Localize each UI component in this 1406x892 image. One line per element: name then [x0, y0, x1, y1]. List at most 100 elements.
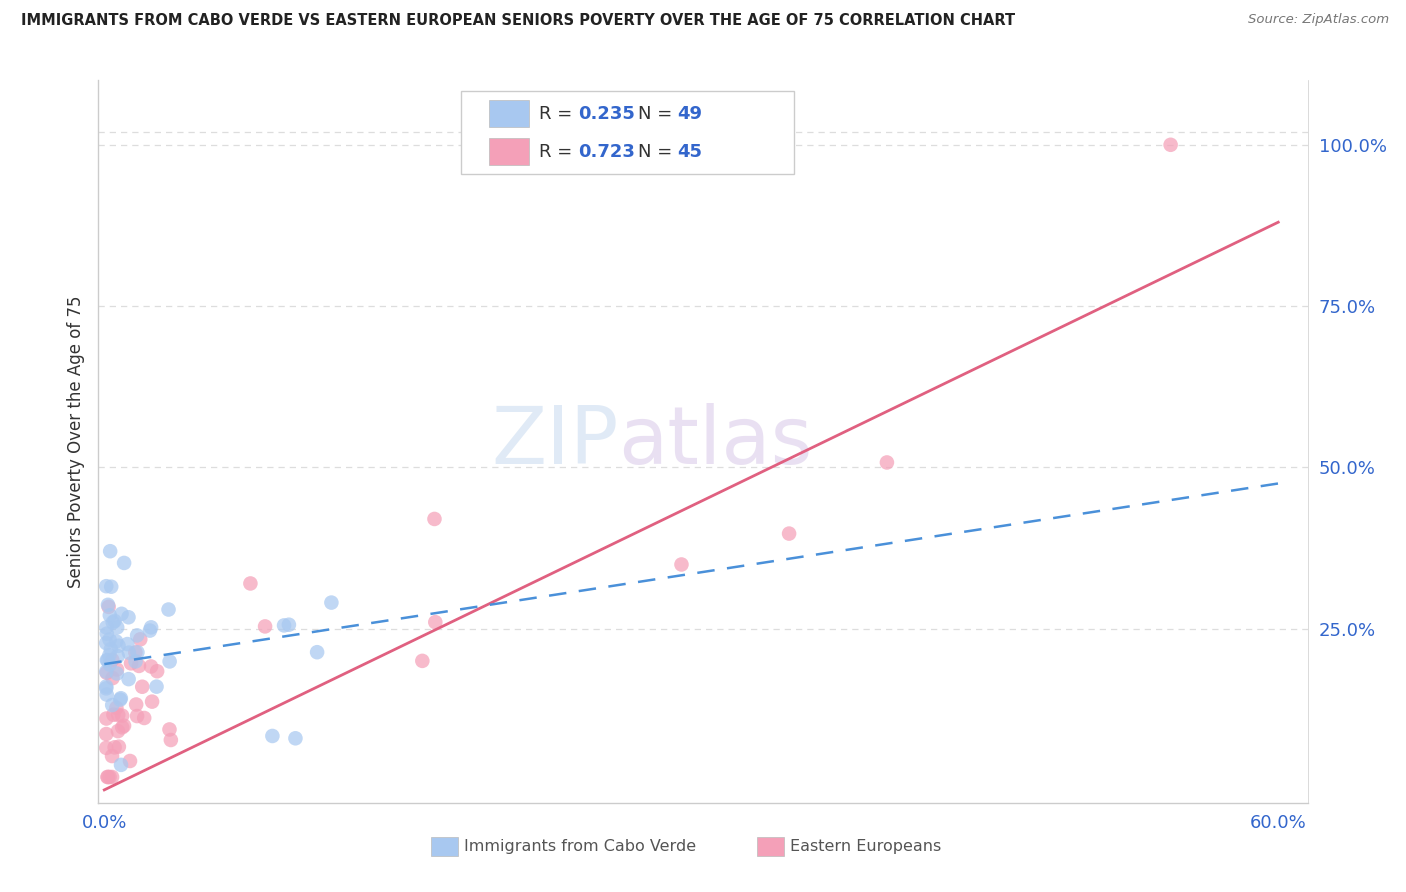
- Point: [108, 692, 131, 706]
- Point: [104, 740, 127, 755]
- Point: [254, 619, 277, 633]
- Point: [96, 681, 118, 696]
- Text: Eastern Europeans: Eastern Europeans: [790, 838, 941, 854]
- Point: [160, 733, 183, 747]
- Point: [1160, 137, 1182, 152]
- Point: [107, 707, 129, 722]
- Point: [97, 598, 120, 612]
- Point: [120, 657, 142, 671]
- Point: [100, 580, 122, 594]
- Point: [107, 724, 129, 739]
- Text: 49: 49: [678, 104, 703, 123]
- Point: [146, 665, 169, 679]
- Point: [101, 749, 124, 764]
- Point: [118, 754, 141, 768]
- Point: [110, 757, 132, 772]
- Point: [96, 740, 118, 755]
- Point: [110, 607, 132, 621]
- Point: [157, 602, 180, 616]
- Point: [111, 708, 134, 723]
- Point: [134, 711, 156, 725]
- Point: [98, 544, 121, 558]
- Text: Source: ZipAtlas.com: Source: ZipAtlas.com: [1249, 13, 1389, 27]
- Point: [145, 680, 167, 694]
- Point: [101, 671, 124, 685]
- FancyBboxPatch shape: [432, 837, 457, 855]
- Point: [124, 654, 146, 668]
- Text: 0.723: 0.723: [578, 143, 636, 161]
- Point: [117, 672, 139, 686]
- Point: [105, 662, 128, 676]
- Point: [98, 770, 121, 784]
- Point: [98, 648, 121, 663]
- Text: 0.235: 0.235: [578, 104, 636, 123]
- Point: [105, 634, 128, 648]
- Point: [277, 617, 299, 632]
- Point: [159, 723, 181, 737]
- Point: [96, 665, 118, 679]
- Point: [97, 653, 120, 667]
- Text: R =: R =: [538, 143, 578, 161]
- Point: [98, 608, 121, 623]
- Point: [425, 615, 447, 630]
- Point: [141, 695, 163, 709]
- Point: [101, 698, 124, 712]
- Point: [96, 665, 118, 680]
- Point: [423, 512, 446, 526]
- Point: [128, 659, 150, 673]
- Point: [105, 620, 128, 634]
- Point: [127, 628, 149, 642]
- Point: [101, 770, 124, 784]
- Point: [96, 636, 118, 650]
- Text: Immigrants from Cabo Verde: Immigrants from Cabo Verde: [464, 838, 696, 854]
- Point: [104, 614, 127, 628]
- Point: [108, 739, 131, 754]
- Point: [159, 655, 181, 669]
- Point: [124, 645, 146, 659]
- Point: [117, 610, 139, 624]
- Point: [129, 632, 152, 647]
- Point: [411, 654, 433, 668]
- Point: [96, 727, 118, 741]
- Point: [107, 649, 129, 664]
- Point: [131, 680, 153, 694]
- Point: [118, 646, 141, 660]
- Point: [125, 698, 148, 712]
- Text: IMMIGRANTS FROM CABO VERDE VS EASTERN EUROPEAN SENIORS POVERTY OVER THE AGE OF 7: IMMIGRANTS FROM CABO VERDE VS EASTERN EU…: [21, 13, 1015, 29]
- FancyBboxPatch shape: [758, 837, 785, 855]
- FancyBboxPatch shape: [461, 91, 793, 174]
- FancyBboxPatch shape: [489, 138, 529, 165]
- Point: [117, 637, 139, 651]
- Point: [307, 645, 329, 659]
- FancyBboxPatch shape: [489, 100, 529, 128]
- Point: [96, 626, 118, 640]
- Point: [103, 707, 125, 722]
- Point: [262, 729, 284, 743]
- Point: [98, 632, 121, 647]
- Text: atlas: atlas: [619, 402, 813, 481]
- Point: [97, 770, 120, 784]
- Text: 45: 45: [678, 143, 703, 161]
- Point: [876, 455, 898, 469]
- Text: ZIP: ZIP: [491, 402, 619, 481]
- Point: [110, 691, 132, 706]
- Point: [239, 576, 262, 591]
- Point: [107, 639, 129, 653]
- Point: [139, 659, 162, 673]
- Point: [111, 720, 134, 734]
- Point: [96, 579, 118, 593]
- Point: [273, 618, 295, 632]
- Point: [96, 712, 118, 726]
- Point: [139, 620, 162, 634]
- Point: [778, 526, 800, 541]
- Point: [97, 599, 120, 614]
- Point: [284, 731, 307, 746]
- Point: [125, 709, 148, 723]
- Point: [321, 596, 343, 610]
- Point: [101, 653, 124, 667]
- Point: [98, 657, 121, 672]
- Point: [139, 624, 162, 638]
- Point: [112, 719, 135, 733]
- Point: [96, 653, 118, 667]
- Point: [127, 645, 149, 659]
